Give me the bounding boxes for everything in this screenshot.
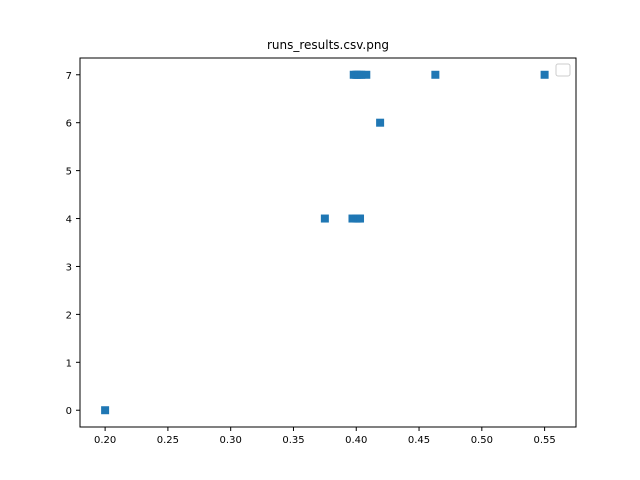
data-point — [376, 118, 385, 127]
legend-box — [555, 63, 571, 77]
x-tick-label: 0.50 — [471, 435, 493, 446]
plot-frame — [79, 57, 577, 428]
y-tick-label: 2 — [66, 310, 72, 321]
plot-axes: 0.20 0.25 0.30 0.35 0.40 0.45 0.50 0.55 0 1 2 3 4 5 6 7 — [66, 57, 577, 446]
x-tick-label: 0.25 — [157, 435, 179, 446]
y-tick-label: 5 — [66, 167, 72, 178]
x-tick-label: 0.30 — [220, 435, 242, 446]
x-tick-label: 0.55 — [533, 435, 555, 446]
data-point — [320, 214, 329, 223]
data-point — [357, 70, 366, 79]
y-tick-label: 7 — [66, 71, 72, 82]
chart-title: runs_results.csv.png — [267, 38, 389, 52]
x-tick-label: 0.20 — [94, 435, 116, 446]
data-points — [101, 70, 549, 415]
data-point — [431, 70, 440, 79]
x-tick-label: 0.45 — [408, 435, 430, 446]
y-tick-label: 6 — [66, 119, 72, 130]
data-point — [356, 214, 365, 223]
data-point — [540, 70, 549, 79]
data-point — [101, 406, 110, 415]
x-tick-label: 0.35 — [282, 435, 304, 446]
y-tick-label: 0 — [66, 406, 72, 417]
x-tick-label: 0.40 — [345, 435, 367, 446]
y-tick-label: 4 — [66, 215, 72, 226]
y-tick-label: 1 — [66, 358, 72, 369]
data-point — [362, 70, 371, 79]
legend — [555, 63, 571, 77]
y-tick-label: 3 — [66, 262, 72, 273]
